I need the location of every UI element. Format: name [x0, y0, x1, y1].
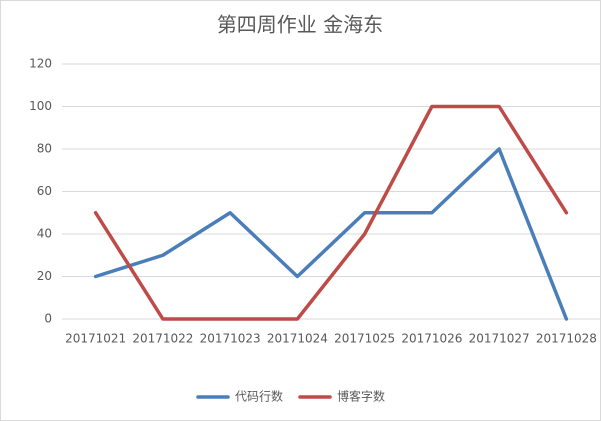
series-line: [93, 147, 569, 321]
x-tick-label: 20171026: [401, 332, 462, 346]
x-tick-label: 20171028: [536, 332, 597, 346]
y-tick-label: 0: [44, 312, 52, 326]
x-tick-label: 20171025: [334, 332, 395, 346]
x-tick-label: 20171023: [200, 332, 261, 346]
x-tick-label: 20171027: [469, 332, 530, 346]
x-tick-label: 20171021: [65, 332, 126, 346]
x-tick-label: 20171022: [132, 332, 193, 346]
y-tick-label: 100: [29, 99, 52, 113]
chart-title: 第四周作业 金海东: [217, 13, 383, 37]
legend-label: 博客字数: [337, 389, 385, 404]
y-tick-label: 120: [29, 57, 52, 71]
y-tick-label: 40: [37, 227, 52, 241]
series-line: [93, 104, 569, 321]
y-tick-label: 20: [37, 269, 52, 283]
y-tick-label: 80: [37, 142, 52, 156]
y-tick-label: 60: [37, 184, 52, 198]
x-tick-label: 20171024: [267, 332, 328, 346]
legend-label: 代码行数: [235, 389, 283, 404]
